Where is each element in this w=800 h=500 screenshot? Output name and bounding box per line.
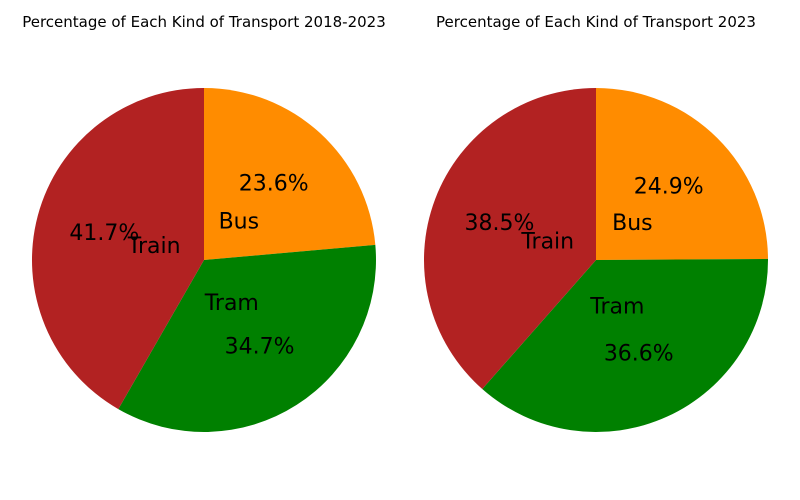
pct-label-bus: 23.6% [239,171,309,196]
pie-slice-tram [118,244,376,433]
pie-slice-bus [596,88,768,260]
pie-chart-2018-2023: Percentage of Each Kind of Transport 201… [22,13,386,433]
pie-slice-tram [482,258,769,433]
pie-chart-2023: Percentage of Each Kind of Transport 202… [423,13,769,433]
category-label-train: Train [520,229,574,254]
slices-group [31,87,376,433]
pct-label-tram: 34.7% [225,334,295,359]
pie-slice-bus [204,88,376,260]
chart-title: Percentage of Each Kind of Transport 202… [436,13,756,31]
slices-group [423,87,769,433]
category-label-train: Train [127,234,181,259]
pct-label-tram: 36.6% [604,341,674,366]
pct-label-train: 41.7% [69,221,139,246]
pie-slice-train [423,87,596,390]
category-label-bus: Bus [612,211,653,236]
category-label-tram: Tram [589,294,644,319]
pie-slice-train [31,87,205,410]
category-label-bus: Bus [219,209,260,234]
pct-label-train: 38.5% [465,211,535,236]
labels-group: 24.9% Bus 36.6% Tram 38.5%Train [465,174,704,366]
pct-label-bus: 24.9% [634,174,704,199]
category-label-tram: Tram [204,291,259,316]
chart-title: Percentage of Each Kind of Transport 201… [22,13,386,31]
labels-group: 23.6% Bus 34.7% Tram 41.7%Train [69,171,308,359]
